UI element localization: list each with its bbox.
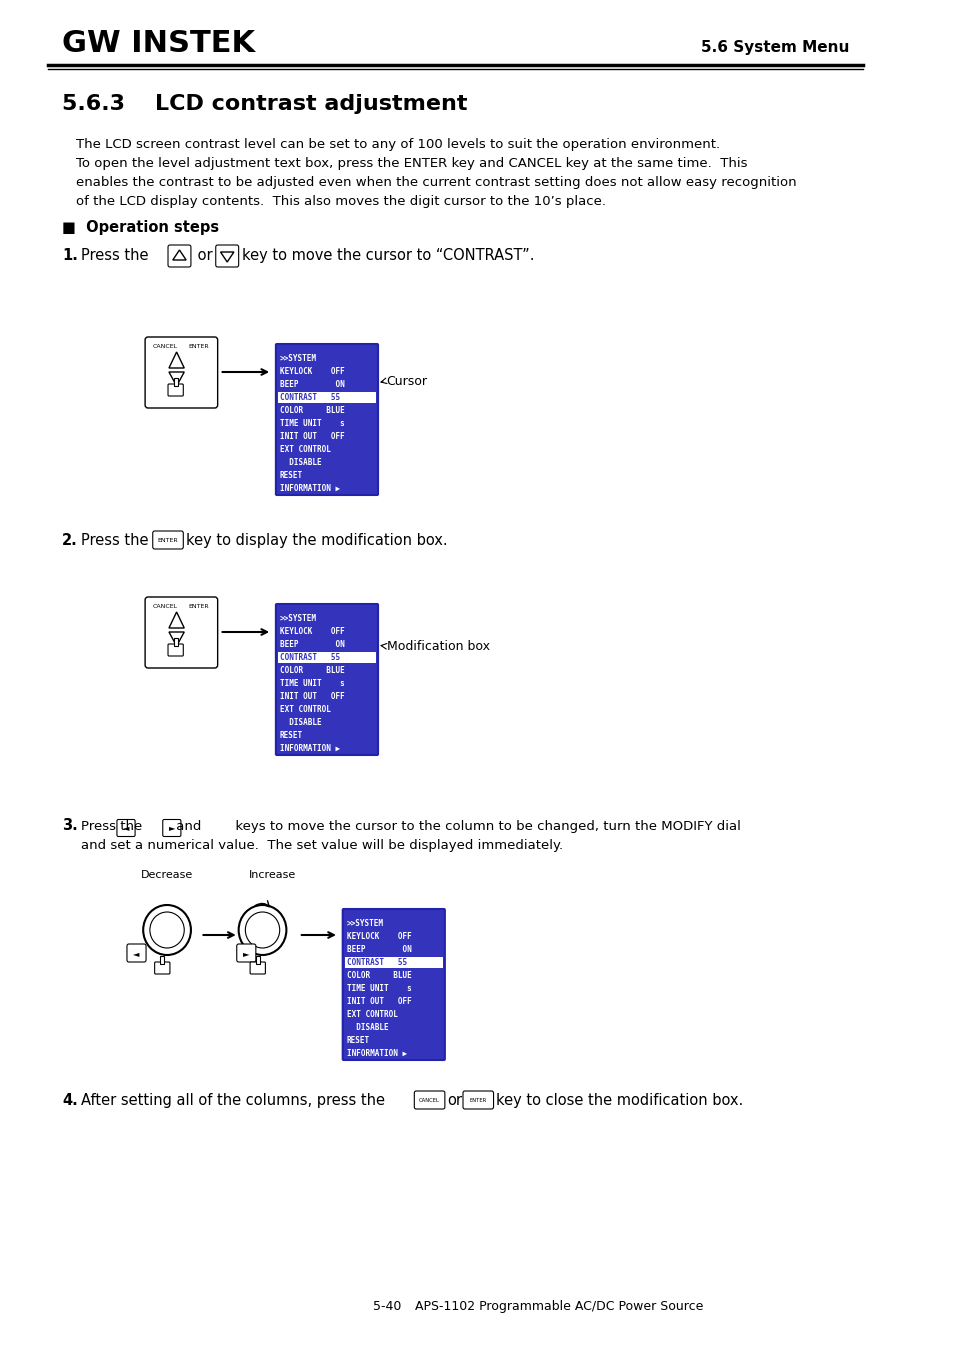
Text: INIT OUT   OFF: INIT OUT OFF xyxy=(279,432,344,441)
FancyBboxPatch shape xyxy=(215,244,238,267)
Text: of the LCD display contents.  This also moves the digit cursor to the 10’s place: of the LCD display contents. This also m… xyxy=(76,194,606,208)
Text: key to move the cursor to “CONTRAST”.: key to move the cursor to “CONTRAST”. xyxy=(241,248,534,263)
FancyBboxPatch shape xyxy=(127,944,146,963)
Text: ENTER: ENTER xyxy=(157,537,178,543)
FancyBboxPatch shape xyxy=(168,383,183,396)
FancyBboxPatch shape xyxy=(145,597,217,668)
Text: After setting all of the columns, press the: After setting all of the columns, press … xyxy=(81,1094,385,1108)
FancyBboxPatch shape xyxy=(168,644,183,656)
Text: BEEP        ON: BEEP ON xyxy=(346,945,411,954)
Text: RESET: RESET xyxy=(279,730,302,740)
Text: DISABLE: DISABLE xyxy=(279,718,321,726)
FancyBboxPatch shape xyxy=(163,819,181,837)
Text: ◄: ◄ xyxy=(123,824,129,833)
Text: >>SYSTEM: >>SYSTEM xyxy=(279,614,316,622)
FancyBboxPatch shape xyxy=(462,1091,493,1108)
Text: Press the: Press the xyxy=(81,248,149,263)
Text: or: or xyxy=(447,1094,462,1108)
FancyBboxPatch shape xyxy=(275,344,377,495)
Text: 5.6 System Menu: 5.6 System Menu xyxy=(700,40,849,55)
Text: ENTER: ENTER xyxy=(188,603,209,609)
Text: and set a numerical value.  The set value will be displayed immediately.: and set a numerical value. The set value… xyxy=(81,838,562,852)
FancyBboxPatch shape xyxy=(145,338,217,408)
Text: COLOR     BLUE: COLOR BLUE xyxy=(279,666,344,675)
Text: 5-40: 5-40 xyxy=(373,1300,400,1314)
Text: COLOR     BLUE: COLOR BLUE xyxy=(279,406,344,414)
Bar xyxy=(255,956,259,964)
FancyBboxPatch shape xyxy=(154,963,170,973)
Text: CONTRAST   55: CONTRAST 55 xyxy=(279,653,339,662)
Text: EXT CONTROL: EXT CONTROL xyxy=(279,446,331,454)
Bar xyxy=(160,956,164,964)
Text: ENTER: ENTER xyxy=(469,1098,486,1103)
Text: DISABLE: DISABLE xyxy=(346,1023,388,1031)
Text: EXT CONTROL: EXT CONTROL xyxy=(279,705,331,714)
Text: KEYLOCK    OFF: KEYLOCK OFF xyxy=(279,367,344,375)
Text: CANCEL: CANCEL xyxy=(152,603,177,609)
Text: RESET: RESET xyxy=(279,471,302,479)
Bar xyxy=(277,392,375,402)
Bar xyxy=(277,652,375,663)
Text: INFORMATION ▶: INFORMATION ▶ xyxy=(279,483,339,493)
Text: enables the contrast to be adjusted even when the current contrast setting does : enables the contrast to be adjusted even… xyxy=(76,176,796,189)
Text: CONTRAST   55: CONTRAST 55 xyxy=(346,958,406,967)
Text: RESET: RESET xyxy=(346,1035,369,1045)
FancyBboxPatch shape xyxy=(152,531,183,549)
Text: ►: ► xyxy=(243,949,250,958)
Text: TIME UNIT    s: TIME UNIT s xyxy=(279,418,344,428)
FancyBboxPatch shape xyxy=(275,603,377,755)
Text: Decrease: Decrease xyxy=(141,869,193,880)
Text: 2.: 2. xyxy=(62,533,78,548)
Text: Press the: Press the xyxy=(81,533,149,548)
Text: key to close the modification box.: key to close the modification box. xyxy=(496,1094,743,1108)
Bar xyxy=(173,378,177,386)
Text: The LCD screen contrast level can be set to any of 100 levels to suit the operat: The LCD screen contrast level can be set… xyxy=(76,138,720,151)
Text: Increase: Increase xyxy=(248,869,295,880)
Text: KEYLOCK    OFF: KEYLOCK OFF xyxy=(279,626,344,636)
Text: key to display the modification box.: key to display the modification box. xyxy=(186,533,447,548)
FancyBboxPatch shape xyxy=(168,244,191,267)
Text: TIME UNIT    s: TIME UNIT s xyxy=(279,679,344,688)
Text: >>SYSTEM: >>SYSTEM xyxy=(346,919,383,927)
Text: GW INSTEK: GW INSTEK xyxy=(62,28,254,58)
Text: Modification box: Modification box xyxy=(386,640,489,653)
Text: 3.: 3. xyxy=(62,818,78,833)
Text: INIT OUT   OFF: INIT OUT OFF xyxy=(346,996,411,1006)
Text: ■  Operation steps: ■ Operation steps xyxy=(62,220,219,235)
Text: To open the level adjustment text box, press the ENTER key and CANCEL key at the: To open the level adjustment text box, p… xyxy=(76,157,747,170)
Text: EXT CONTROL: EXT CONTROL xyxy=(346,1010,397,1019)
Text: 4.: 4. xyxy=(62,1094,78,1108)
Text: TIME UNIT    s: TIME UNIT s xyxy=(346,984,411,992)
Text: BEEP        ON: BEEP ON xyxy=(279,379,344,389)
Text: Press the        and        keys to move the cursor to the column to be changed,: Press the and keys to move the cursor to… xyxy=(81,819,740,833)
Text: KEYLOCK    OFF: KEYLOCK OFF xyxy=(346,931,411,941)
Bar xyxy=(344,957,442,968)
Text: Cursor: Cursor xyxy=(386,375,427,387)
Text: ENTER: ENTER xyxy=(188,344,209,350)
Text: INFORMATION ▶: INFORMATION ▶ xyxy=(279,744,339,753)
Text: COLOR     BLUE: COLOR BLUE xyxy=(346,971,411,980)
Text: DISABLE: DISABLE xyxy=(279,458,321,467)
Text: or: or xyxy=(193,248,217,263)
FancyBboxPatch shape xyxy=(250,963,265,973)
Text: 5.6.3  LCD contrast adjustment: 5.6.3 LCD contrast adjustment xyxy=(62,95,467,113)
FancyBboxPatch shape xyxy=(414,1091,444,1108)
Text: ◄: ◄ xyxy=(133,949,140,958)
FancyBboxPatch shape xyxy=(236,944,255,963)
Text: >>SYSTEM: >>SYSTEM xyxy=(279,354,316,363)
FancyBboxPatch shape xyxy=(117,819,135,837)
Text: CANCEL: CANCEL xyxy=(152,344,177,350)
Text: INFORMATION ▶: INFORMATION ▶ xyxy=(346,1049,406,1058)
Text: CANCEL: CANCEL xyxy=(418,1098,439,1103)
Text: INIT OUT   OFF: INIT OUT OFF xyxy=(279,693,344,701)
Text: ►: ► xyxy=(169,824,175,833)
FancyBboxPatch shape xyxy=(342,909,444,1060)
Bar xyxy=(173,639,177,647)
Text: BEEP        ON: BEEP ON xyxy=(279,640,344,649)
Text: 1.: 1. xyxy=(62,248,78,263)
Text: CONTRAST   55: CONTRAST 55 xyxy=(279,393,339,402)
Text: APS-1102 Programmable AC/DC Power Source: APS-1102 Programmable AC/DC Power Source xyxy=(415,1300,703,1314)
